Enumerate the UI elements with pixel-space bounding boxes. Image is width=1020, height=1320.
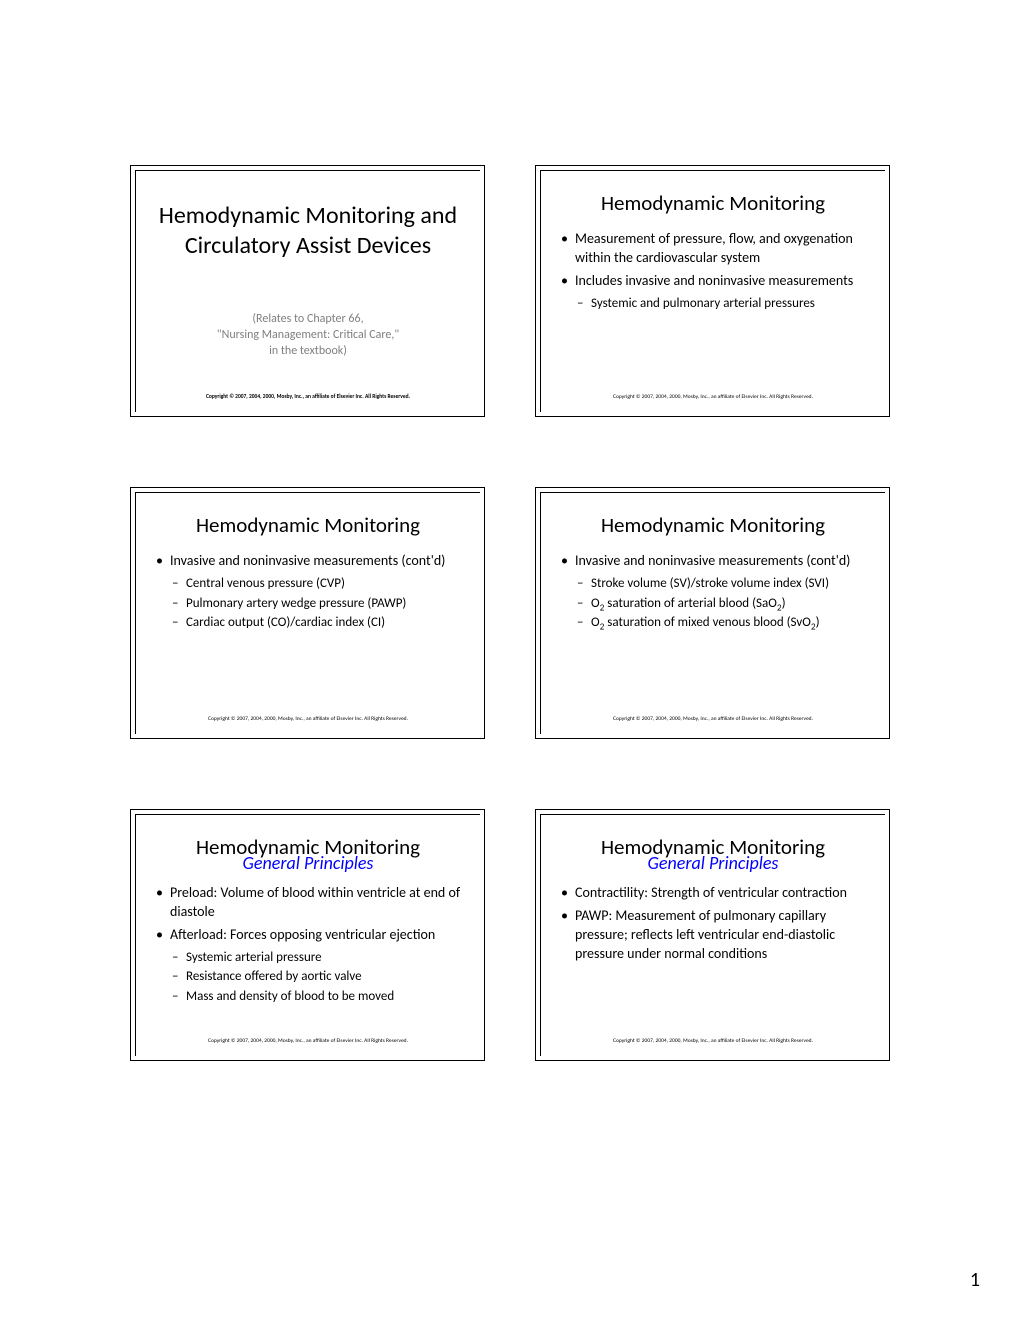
slide-inner: Hemodynamic Monitoring General Principle… — [135, 814, 480, 1056]
slide-body: Measurement of pressure, flow, and oxyge… — [559, 230, 867, 388]
slide-body: Contractility: Strength of ventricular c… — [559, 884, 867, 1032]
slide-title: Hemodynamic Monitoring — [559, 513, 867, 538]
sub-bullet: Cardiac output (CO)/cardiac index (CI) — [170, 614, 462, 632]
sub-bullet-list: Systemic arterial pressure Resistance of… — [170, 949, 462, 1006]
bullet: Afterload: Forces opposing ventricular e… — [154, 926, 462, 1006]
bullet: Preload: Volume of blood within ventricl… — [154, 884, 462, 922]
sub-bullet: Stroke volume (SV)/stroke volume index (… — [575, 575, 867, 593]
sub-bullet-text: Systemic arterial pressure — [186, 950, 322, 965]
bullet-list: Preload: Volume of blood within ventricl… — [154, 884, 462, 1005]
slide-5: Hemodynamic Monitoring General Principle… — [130, 809, 485, 1061]
bullet-text: Contractility: Strength of ventricular c… — [575, 884, 847, 901]
bullet-list: Invasive and noninvasive measurements (c… — [559, 552, 867, 632]
sub-bullet: O2 saturation of arterial blood (SaO2) — [575, 595, 867, 613]
sub-bullet-text: O2 saturation of arterial blood (SaO2) — [591, 596, 786, 611]
copyright-text: Copyright © 2007, 2004, 2000, Mosby, Inc… — [154, 388, 462, 402]
slide-1: Hemodynamic Monitoring and Circulatory A… — [130, 165, 485, 417]
slide-3: Hemodynamic Monitoring Invasive and noni… — [130, 487, 485, 739]
sub-bullet-text: Cardiac output (CO)/cardiac index (CI) — [186, 615, 385, 630]
sub-bullet-list: Central venous pressure (CVP) Pulmonary … — [170, 575, 462, 632]
slide-inner: Hemodynamic Monitoring General Principle… — [540, 814, 885, 1056]
sub-bullet-text: Systemic and pulmonary arterial pressure… — [591, 296, 815, 311]
slide-title: Hemodynamic Monitoring and Circulatory A… — [154, 201, 462, 261]
sub-bullet: Systemic arterial pressure — [170, 949, 462, 967]
slide-2: Hemodynamic Monitoring Measurement of pr… — [535, 165, 890, 417]
copyright-text: Copyright © 2007, 2004, 2000, Mosby, Inc… — [559, 710, 867, 724]
slide-inner: Hemodynamic Monitoring and Circulatory A… — [135, 170, 480, 412]
slide-subtitle: General Principles — [154, 852, 462, 874]
slide-body: Preload: Volume of blood within ventricl… — [154, 884, 462, 1032]
sub-bullet-text: Stroke volume (SV)/stroke volume index (… — [591, 576, 829, 591]
slide-subtitle: General Principles — [559, 852, 867, 874]
relates-line-1: (Relates to Chapter 66, — [252, 312, 363, 326]
relates-text: (Relates to Chapter 66, "Nursing Managem… — [154, 311, 462, 360]
sub-bullet-text: Central venous pressure (CVP) — [186, 576, 345, 591]
sub-bullet: O2 saturation of mixed venous blood (SvO… — [575, 614, 867, 632]
bullet-text: Preload: Volume of blood within ventricl… — [170, 884, 460, 920]
slide-4: Hemodynamic Monitoring Invasive and noni… — [535, 487, 890, 739]
slide-body: Invasive and noninvasive measurements (c… — [559, 552, 867, 710]
bullet-text: Afterload: Forces opposing ventricular e… — [170, 926, 435, 943]
title-line-1: Hemodynamic Monitoring and — [159, 201, 457, 230]
relates-line-3: in the textbook) — [269, 344, 347, 358]
bullet-text: Measurement of pressure, flow, and oxyge… — [575, 230, 853, 266]
sub-bullet-text: Pulmonary artery wedge pressure (PAWP) — [186, 596, 406, 611]
sub-bullet-list: Systemic and pulmonary arterial pressure… — [575, 295, 867, 313]
page: Hemodynamic Monitoring and Circulatory A… — [0, 0, 1020, 1320]
bullet: Invasive and noninvasive measurements (c… — [559, 552, 867, 632]
bullet-text: PAWP: Measurement of pulmonary capillary… — [575, 907, 835, 962]
slide-inner: Hemodynamic Monitoring Measurement of pr… — [540, 170, 885, 412]
title-line-2: Circulatory Assist Devices — [185, 231, 431, 260]
sub-bullet: Mass and density of blood to be moved — [170, 988, 462, 1006]
bullet: PAWP: Measurement of pulmonary capillary… — [559, 907, 867, 964]
slide-body: Invasive and noninvasive measurements (c… — [154, 552, 462, 710]
copyright-text: Copyright © 2007, 2004, 2000, Mosby, Inc… — [154, 1032, 462, 1046]
slide-title: Hemodynamic Monitoring — [154, 513, 462, 538]
bullet: Measurement of pressure, flow, and oxyge… — [559, 230, 867, 268]
sub-bullet: Central venous pressure (CVP) — [170, 575, 462, 593]
bullet: Includes invasive and noninvasive measur… — [559, 272, 867, 312]
relates-line-2: "Nursing Management: Critical Care," — [217, 328, 399, 342]
sub-bullet-text: O2 saturation of mixed venous blood (SvO… — [591, 615, 820, 630]
slide-inner: Hemodynamic Monitoring Invasive and noni… — [135, 492, 480, 734]
copyright-text: Copyright © 2007, 2004, 2000, Mosby, Inc… — [154, 710, 462, 724]
copyright-text: Copyright © 2007, 2004, 2000, Mosby, Inc… — [559, 1032, 867, 1046]
slide-title: Hemodynamic Monitoring — [559, 191, 867, 216]
page-number: 1 — [970, 1268, 980, 1292]
sub-bullet-text: Resistance offered by aortic valve — [186, 969, 362, 984]
copyright-text: Copyright © 2007, 2004, 2000, Mosby, Inc… — [559, 388, 867, 402]
slide-grid: Hemodynamic Monitoring and Circulatory A… — [130, 165, 890, 1061]
sub-bullet-list: Stroke volume (SV)/stroke volume index (… — [575, 575, 867, 632]
sub-bullet: Pulmonary artery wedge pressure (PAWP) — [170, 595, 462, 613]
bullet-list: Invasive and noninvasive measurements (c… — [154, 552, 462, 632]
bullet-text: Invasive and noninvasive measurements (c… — [170, 552, 445, 569]
slide-inner: Hemodynamic Monitoring Invasive and noni… — [540, 492, 885, 734]
sub-bullet: Resistance offered by aortic valve — [170, 968, 462, 986]
sub-bullet-text: Mass and density of blood to be moved — [186, 989, 394, 1004]
bullet-text: Includes invasive and noninvasive measur… — [575, 272, 853, 289]
sub-bullet: Systemic and pulmonary arterial pressure… — [575, 295, 867, 313]
bullet: Contractility: Strength of ventricular c… — [559, 884, 867, 903]
slide-6: Hemodynamic Monitoring General Principle… — [535, 809, 890, 1061]
bullet-text: Invasive and noninvasive measurements (c… — [575, 552, 850, 569]
bullet-list: Measurement of pressure, flow, and oxyge… — [559, 230, 867, 312]
bullet-list: Contractility: Strength of ventricular c… — [559, 884, 867, 964]
bullet: Invasive and noninvasive measurements (c… — [154, 552, 462, 632]
